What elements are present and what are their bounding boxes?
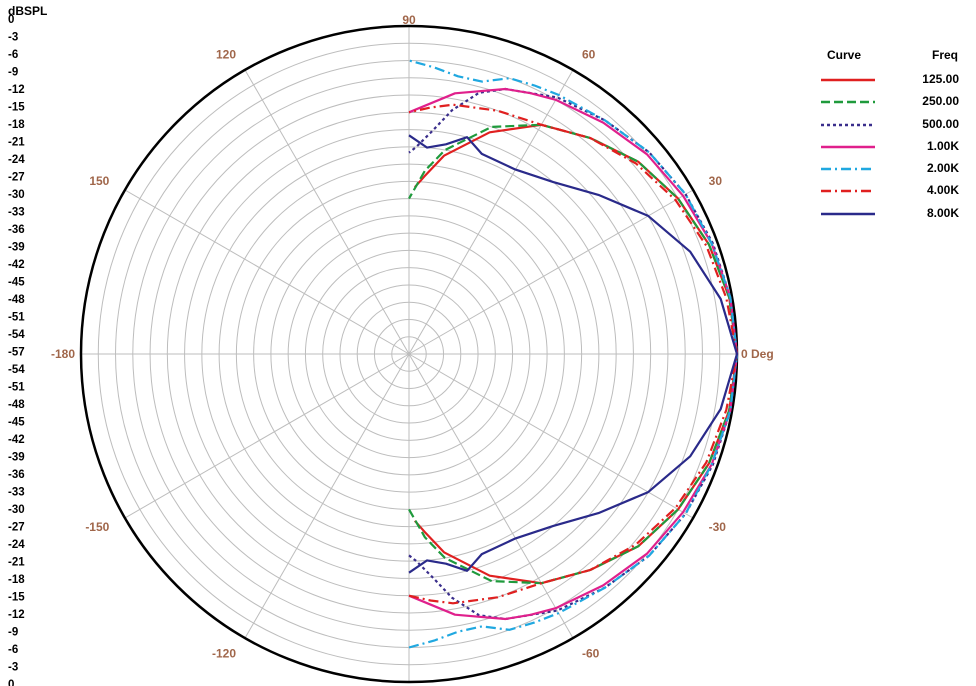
grid-spoke [244,353,410,639]
angle-label: 150 [89,174,109,188]
angle-label: 30 [709,174,723,188]
radial-tick-label: -27 [8,172,25,184]
legend-row: 8.00K [815,206,975,228]
radial-tick-label: -24 [8,154,25,166]
legend-freq-label: 250.00 [922,94,959,109]
grid-spoke [124,353,410,519]
legend: Curve Freq 125.00 250.00 500.00 1.00K 2.00K 4… [815,48,975,228]
series-layer [408,59,739,649]
radial-tick-label: -3 [8,32,18,44]
radial-tick-label: -27 [8,522,25,534]
legend-freq-label: 125.00 [922,72,959,86]
legend-row: 125.00 [815,72,975,94]
radial-tick-label: -9 [8,627,18,639]
radial-tick-label: -21 [8,557,25,569]
radial-tick-labels: 0-3-6-9-12-15-18-21-24-27-30-33-36-39-42… [8,14,25,686]
angle-labels: 0 Deg 30 60 90 120 150 -180 -150 -120 -60 -30 [51,13,774,661]
radial-tick-label: -6 [8,644,18,656]
legend-swatch [821,145,875,149]
legend-freq-label: 500.00 [922,116,959,131]
radial-tick-label: -18 [8,574,25,586]
legend-rows: 125.00 250.00 500.00 1.00K 2.00K 4.00K 8.00K [815,72,975,228]
legend-freq-label: 2.00K [926,161,959,176]
radial-tick-label: -48 [8,399,25,411]
legend-header-curve: Curve [827,48,862,62]
legend-swatch [821,190,875,193]
radial-tick-label: -3 [8,662,18,674]
angle-label: 0 Deg [741,347,774,361]
radial-tick-label: -54 [8,329,25,341]
radial-tick-label: -42 [8,434,25,446]
legend-freq-label: 4.00K [926,183,959,198]
radial-tick-label: 0 [8,14,14,26]
legend-header-freq: Freq [932,48,959,62]
legend-row: 250.00 [815,94,975,116]
legend-swatch [821,123,875,126]
radial-tick-label: -57 [8,347,25,359]
radial-tick-label: -18 [8,119,25,131]
grid-spoke [408,353,574,639]
radial-tick-label: -39 [8,242,25,254]
angle-label: 90 [402,13,416,27]
radial-tick-label: -51 [8,312,25,324]
radial-tick-label: -33 [8,207,25,219]
legend-freq-label: 1.00K [926,138,959,153]
radial-tick-label: -30 [8,189,25,201]
angle-label: 60 [582,47,596,61]
legend-swatch [821,167,875,171]
legend-freq-label: 8.00K [926,205,959,220]
radial-tick-label: 0 [8,679,14,686]
angle-label: -180 [51,347,75,361]
radial-tick-label: -54 [8,364,25,376]
radial-tick-label: -48 [8,294,25,306]
radial-tick-label: -9 [8,67,18,79]
legend-swatch [821,78,875,82]
legend-row: 4.00K [815,183,975,205]
legend-row: 2.00K [815,161,975,183]
angle-label: 120 [216,47,236,61]
unit-label: dBSPL [8,4,48,18]
polar-grid [79,24,739,684]
grid-spoke [124,189,410,355]
grid-spoke [408,189,694,355]
radial-tick-label: -21 [8,137,25,149]
legend-header: Curve Freq [815,48,975,72]
radial-tick-label: -42 [8,259,25,271]
radial-tick-label: -24 [8,539,25,551]
radial-tick-label: -39 [8,452,25,464]
legend-swatch [821,212,875,215]
radial-tick-label: -12 [8,84,25,96]
radial-tick-label: -33 [8,487,25,499]
radial-tick-label: -15 [8,592,25,604]
grid-spoke [244,69,410,355]
radial-tick-label: -45 [8,417,25,429]
radial-tick-label: -36 [8,224,25,236]
radial-tick-label: -12 [8,609,25,621]
legend-row: 1.00K [815,139,975,161]
radial-tick-label: -15 [8,102,25,114]
grid-spoke [408,69,574,355]
angle-label: -150 [85,520,109,534]
series-line-1 [408,123,739,585]
radial-tick-label: -51 [8,382,25,394]
series-line-6 [408,134,739,574]
angle-label: -120 [212,647,236,661]
angle-label: -60 [582,647,600,661]
legend-row: 500.00 [815,117,975,139]
legend-swatch [821,101,875,104]
grid-spoke [408,353,694,519]
angle-label: -30 [709,520,727,534]
radial-tick-label: -36 [8,469,25,481]
radial-tick-label: -45 [8,277,25,289]
radial-tick-label: -30 [8,504,25,516]
radial-tick-label: -6 [8,49,18,61]
